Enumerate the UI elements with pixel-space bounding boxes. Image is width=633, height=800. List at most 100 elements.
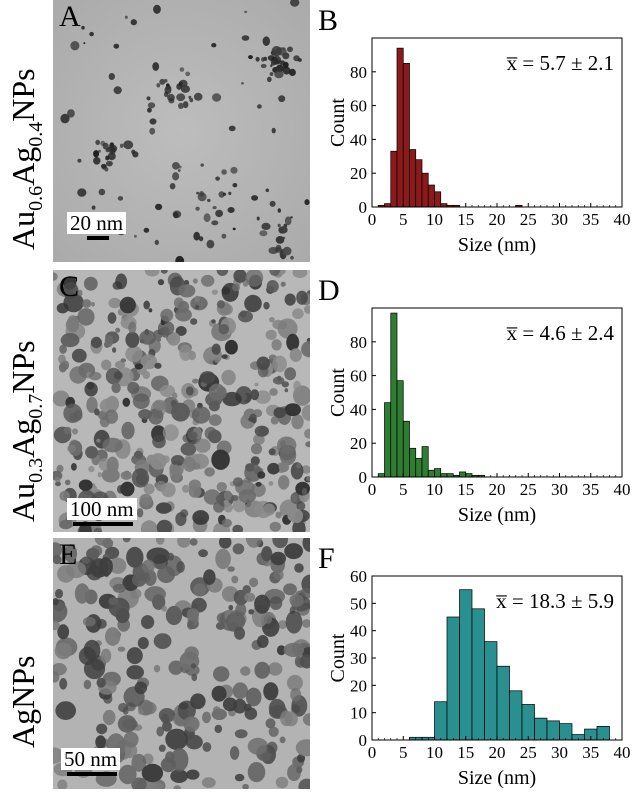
tem-particle: [228, 604, 234, 611]
histogram-bar: [390, 150, 398, 208]
tem-particle: [169, 464, 182, 482]
tem-micrograph-c: [53, 270, 310, 532]
tem-particle: [94, 408, 100, 416]
y-tick-label: 10: [350, 704, 367, 723]
tem-particle: [254, 382, 259, 387]
row-agnps: AgNPs E 50 nm F 0 5 10 15 20 25 30 35 40 0 10 20 30 4…: [0, 538, 633, 795]
tem-particle: [231, 575, 239, 584]
tem-particle: [225, 612, 246, 631]
tem-particle: [127, 381, 140, 394]
mean-size-annotation: x̅ = 4.6 ± 2.4: [506, 321, 614, 345]
histogram-bar: [434, 701, 448, 741]
tem-particle: [131, 468, 150, 488]
tem-particle: [255, 56, 260, 62]
tem-particle: [187, 620, 194, 630]
tem-particle: [203, 213, 211, 223]
tem-particle: [221, 169, 227, 175]
histogram-bar: [465, 473, 473, 478]
tem-particle: [118, 764, 137, 785]
tem-particle: [259, 230, 268, 237]
tem-particle: [159, 384, 176, 398]
tem-particle: [296, 754, 306, 763]
tem-particle: [102, 142, 109, 150]
histogram-bar: [409, 149, 417, 208]
row-au06ag04: Au0.6Ag0.4NPs A 20 nm B 0 5 10 15 20 25 30 35 40…: [0, 0, 633, 262]
tem-particle: [203, 569, 216, 585]
tem-particle: [108, 73, 115, 80]
tem-particle: [250, 389, 259, 401]
tem-particle: [263, 56, 268, 62]
tem-particle: [234, 773, 245, 782]
histogram-b-svg: B 0 5 10 15 20 25 30 35 40 0 20 40 60 80 Size (nm) Coun…: [318, 4, 631, 256]
tem-particle: [229, 746, 240, 760]
tem-particle: [268, 662, 283, 676]
tem-particle: [270, 551, 286, 566]
tem-particle: [162, 424, 179, 441]
tem-particle: [63, 403, 83, 423]
tem-particle: [184, 646, 199, 660]
tem-particle: [164, 85, 172, 95]
tem-particle: [218, 191, 225, 198]
tem-particle: [284, 403, 301, 417]
tem-particle: [192, 278, 198, 284]
tem-particle: [180, 85, 190, 93]
tem-particle: [202, 711, 211, 724]
tem-particle: [208, 359, 214, 365]
tem-particle: [191, 673, 198, 682]
y-tick-label: 0: [359, 468, 368, 487]
tem-particle: [214, 357, 220, 363]
tem-particle: [142, 701, 157, 715]
tem-particle: [54, 642, 72, 660]
tem-particle: [157, 279, 165, 286]
tem-particle: [268, 247, 279, 254]
tem-particle: [233, 589, 249, 606]
y-tick-label: 0: [359, 731, 368, 750]
tem-particle: [232, 183, 238, 188]
tem-particle: [227, 207, 235, 213]
tem-particle: [277, 318, 298, 339]
tem-particle: [114, 360, 126, 369]
sample-label-svg: Au0.6Ag0.4NPs: [5, 68, 47, 250]
tem-particle: [206, 239, 215, 249]
scalebar-line-a: [87, 236, 109, 240]
tem-particle: [182, 484, 190, 493]
tem-particle: [291, 494, 297, 502]
tem-particle: [139, 493, 153, 507]
tem-particle: [83, 679, 92, 690]
x-tick-label: 20: [489, 743, 506, 762]
tem-particle: [218, 538, 232, 549]
tem-particle: [176, 83, 182, 90]
tem-particle: [178, 165, 182, 169]
tem-particle: [161, 482, 176, 498]
tem-particle: [290, 216, 293, 219]
tem-particle: [234, 729, 248, 739]
tem-particle: [216, 300, 225, 309]
tem-particle: [228, 191, 232, 196]
histogram-bar: [440, 203, 448, 208]
tem-particle: [173, 785, 182, 789]
histogram-bar: [396, 47, 404, 208]
tem-particle: [283, 642, 305, 657]
tem-image-e: E 50 nm: [53, 538, 310, 789]
histogram-bar: [421, 446, 429, 478]
tem-particle: [189, 98, 194, 103]
histogram-bar: [459, 589, 473, 741]
tem-particle: [194, 438, 211, 453]
tem-particle: [159, 78, 166, 85]
tem-particle: [100, 163, 107, 169]
histogram-bar: [484, 641, 498, 741]
tem-particle: [95, 735, 106, 749]
tem-particle: [53, 555, 62, 565]
tem-particle: [213, 501, 225, 513]
tem-particle: [277, 436, 297, 454]
tem-particle: [141, 615, 155, 630]
tem-particle: [232, 682, 248, 699]
tem-particle: [156, 519, 173, 532]
tem-particle: [221, 369, 236, 386]
tem-particle: [272, 538, 288, 549]
tem-particle: [256, 356, 270, 371]
tem-particle: [302, 538, 310, 552]
tem-particle: [55, 588, 63, 599]
histogram-bar: [415, 159, 423, 208]
sample-label-svg: Au0.3Ag0.7NPs: [5, 340, 47, 522]
